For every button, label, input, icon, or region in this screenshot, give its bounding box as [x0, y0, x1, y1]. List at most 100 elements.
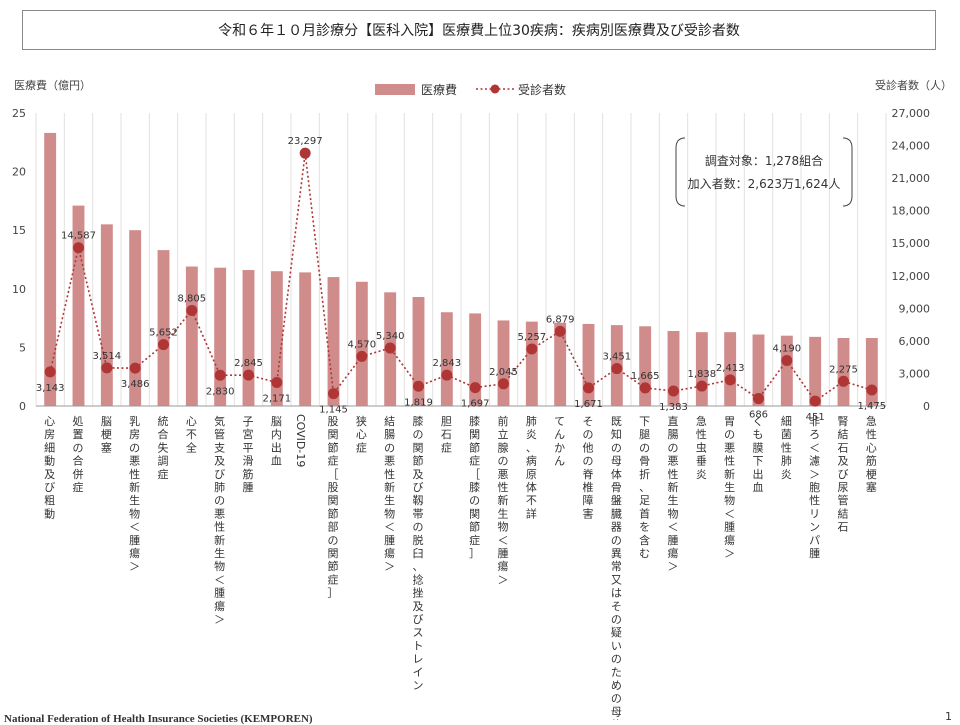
point-patients: [328, 388, 339, 400]
x-category-label: 膝関節症［膝の関節症］: [469, 415, 480, 560]
data-label-patients: 1,383: [659, 402, 688, 413]
bar-cost: [412, 297, 425, 406]
bar-cost: [299, 272, 312, 406]
point-patients: [73, 242, 84, 254]
point-patients: [129, 362, 141, 374]
point-patients: [384, 342, 396, 354]
x-category-label: 急性虫垂炎: [696, 414, 707, 481]
x-category-label: 狭心症: [356, 415, 367, 454]
y-left-axis-title: 医療費（億円）: [14, 78, 91, 92]
point-patients: [583, 382, 594, 394]
line-patients: [49, 153, 873, 403]
legend-bar-swatch: [375, 84, 415, 95]
y-left-tick-label: 0: [19, 400, 26, 413]
bar-cost: [242, 270, 255, 406]
data-label-patients: 2,845: [234, 358, 263, 369]
bar-cost: [214, 267, 227, 406]
data-label-patients: 1,145: [319, 405, 348, 416]
data-label-patients: 451: [806, 412, 825, 423]
x-category-label: 急性心筋梗塞: [866, 414, 877, 494]
point-patients: [611, 363, 623, 375]
point-patients: [781, 355, 793, 367]
data-label-patients: 1,665: [631, 371, 660, 382]
data-label-patients: 1,838: [688, 369, 717, 380]
y-right-tick-label: 3,000: [899, 367, 931, 380]
legend-line-label: 受診者数: [518, 82, 566, 97]
point-patients: [158, 339, 169, 351]
x-category-label: 膝の関節及び靱帯の脱臼、捻挫及びストレイン: [413, 415, 424, 692]
data-label-patients: 2,171: [263, 393, 292, 404]
point-patients: [44, 366, 56, 378]
data-label-patients: 23,297: [288, 136, 323, 147]
legend-bar-label: 医療費: [421, 82, 457, 97]
annotation-survey-count: 調査対象：1,278組合: [705, 153, 823, 168]
bar-cost: [724, 332, 737, 406]
x-category-label: 腎結石及び尿管結石: [838, 415, 849, 534]
data-label-patients: 686: [749, 410, 768, 421]
bar-cost: [554, 322, 567, 406]
bar-cost: [270, 271, 283, 406]
y-left-tick-label: 15: [12, 224, 26, 237]
x-category-label: 前立腺の悪性新生物＜腫瘍＞: [498, 414, 509, 586]
data-label-patients: 5,652: [149, 328, 178, 339]
y-right-tick-label: 24,000: [892, 140, 931, 153]
y-left-tick-label: 20: [12, 166, 26, 179]
bar-cost: [809, 336, 822, 406]
data-label-patients: 3,143: [36, 383, 65, 394]
point-patients: [753, 393, 764, 405]
data-label-patients: 2,830: [206, 386, 235, 397]
chart-title-box: 令和６年１０月診療分【医科入院】医療費上位30疾病：疾病別医療費及び受診者数: [22, 10, 936, 50]
bar-cost: [157, 250, 170, 406]
x-category-label: てんかん: [554, 415, 565, 468]
data-label-patients: 1,819: [404, 397, 433, 408]
bar-cost: [100, 224, 113, 406]
y-right-tick-label: 12,000: [892, 270, 931, 283]
bar-cost: [865, 338, 878, 406]
data-label-patients: 1,475: [858, 401, 887, 412]
point-patients: [271, 376, 283, 388]
x-category-label: 直腸の悪性新生物＜腫瘍＞: [668, 414, 679, 573]
point-patients: [498, 378, 509, 390]
bar-cost: [582, 323, 595, 406]
y-right-tick-label: 18,000: [892, 205, 931, 218]
bar-cost: [695, 332, 708, 406]
x-category-label: 気管支及び肺の悪性新生物＜腫瘍＞: [214, 414, 225, 626]
annotation-bracket-right: [842, 137, 853, 207]
page-mark: 1: [945, 710, 952, 723]
bar-cost: [525, 321, 538, 406]
bar-cost: [497, 320, 510, 406]
point-patients: [724, 374, 736, 386]
point-patients: [214, 369, 226, 381]
bar-cost: [129, 230, 142, 406]
x-category-label: 処置の合併症: [73, 415, 84, 494]
data-label-patients: 3,514: [93, 351, 122, 362]
data-label-patients: 1,671: [574, 399, 603, 410]
point-patients: [526, 343, 538, 355]
x-category-label: 脳内出血: [271, 415, 282, 468]
x-category-label: くも膜下出血: [753, 415, 764, 494]
bar-cost: [355, 281, 368, 406]
point-patients: [413, 380, 424, 392]
data-label-patients: 4,190: [773, 344, 802, 355]
bar-cost: [752, 334, 765, 406]
point-patients: [356, 350, 368, 362]
chart-title: 令和６年１０月診療分【医科入院】医療費上位30疾病：疾病別医療費及び受診者数: [218, 23, 740, 39]
x-category-label: 股関節症［股関節部の関節症］: [328, 415, 339, 600]
y-left-tick-label: 10: [12, 283, 26, 296]
x-category-label: 脳梗塞: [101, 415, 112, 454]
x-category-label: 既知の母体骨盤臓器の異常又はその疑いのための母体ケア: [611, 415, 622, 720]
data-label-patients: 2,275: [829, 364, 858, 375]
y-right-tick-label: 27,000: [892, 107, 931, 120]
bar-cost: [469, 313, 482, 406]
y-right-tick-label: 9,000: [899, 302, 931, 315]
point-patients: [639, 382, 651, 394]
data-label-patients: 2,843: [433, 358, 462, 369]
x-category-label: 結腸の悪性新生物＜腫瘍＞: [384, 414, 395, 573]
x-category-label: 細菌性肺炎: [781, 415, 792, 481]
point-patients: [186, 304, 198, 316]
x-category-label: 心不全: [186, 415, 197, 454]
y-left-tick-label: 25: [12, 107, 26, 120]
y-left-tick-label: 5: [19, 341, 26, 354]
data-label-patients: 2,413: [716, 363, 745, 374]
